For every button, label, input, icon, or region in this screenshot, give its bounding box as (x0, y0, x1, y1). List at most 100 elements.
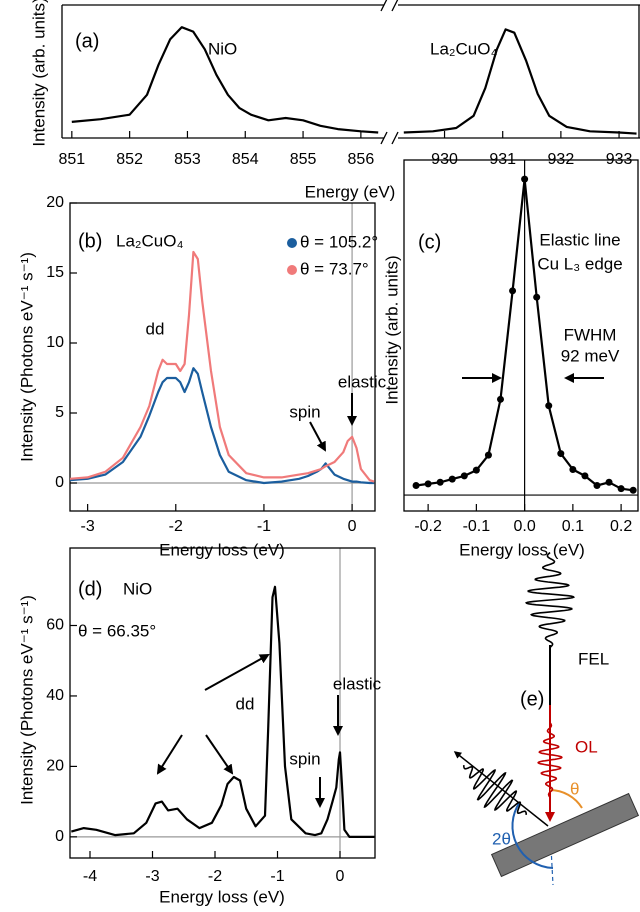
y-tick-label: 20 (46, 194, 64, 211)
diagram: (e) FEL OL θ 2θ (453, 551, 640, 886)
y-axis-label: Intensity (arb. units) (382, 255, 401, 404)
data-point (617, 485, 625, 493)
x-tick-label: 851 (58, 151, 85, 168)
y-axis-label: Intensity (Photons eV⁻¹ s⁻¹) (17, 595, 36, 805)
annotation: spin (289, 749, 320, 768)
x-tick-label: 853 (174, 151, 201, 168)
legend-label: θ = 73.7° (300, 259, 369, 278)
sample (490, 792, 640, 878)
x-tick-label: -3 (145, 868, 159, 885)
wave-packet (537, 722, 563, 798)
annotation: dd (236, 694, 255, 713)
data-point (484, 451, 492, 459)
data-point (629, 486, 637, 494)
legend-marker (287, 238, 297, 248)
scattered-beam (453, 751, 549, 827)
wave-packet (524, 551, 576, 649)
annotation: FWHM (564, 325, 617, 344)
axis-break (391, 0, 399, 12)
annotation: Cu L₃ edge (537, 254, 622, 273)
data-point (496, 395, 504, 403)
beam-label: FEL (578, 649, 609, 668)
series-line (403, 28, 637, 135)
data-point (448, 475, 456, 483)
data-point (593, 481, 601, 489)
axis-break (380, 0, 388, 12)
arrow (156, 734, 183, 775)
angle-label: 2θ (492, 829, 511, 848)
y-tick-label: 40 (46, 687, 64, 704)
y-tick-label: 5 (55, 404, 64, 421)
sample-label: La₂CuO₄ (116, 231, 183, 250)
data-point (460, 472, 468, 480)
y-tick-label: 0 (55, 828, 64, 845)
annotation: Elastic line (539, 230, 620, 249)
annotation: 92 meV (561, 346, 620, 365)
theta-arc (549, 789, 583, 809)
y-tick-label: 20 (46, 758, 64, 775)
data-point (521, 175, 529, 183)
x-tick-label: 855 (290, 151, 317, 168)
data-point (472, 466, 480, 474)
y-axis-label: Intensity (Photons eV⁻¹ s⁻¹) (17, 252, 36, 462)
y-axis-label: Intensity (arb. units) (29, 0, 48, 147)
x-tick-label: -1 (257, 518, 271, 535)
x-tick-label: -1 (270, 868, 284, 885)
x-axis-label: Energy (eV) (305, 182, 396, 201)
data-point (509, 287, 517, 295)
condition-label: θ = 66.35° (78, 621, 156, 640)
x-tick-label: 0.2 (610, 518, 632, 535)
data-point (545, 402, 553, 410)
x-tick-label: 852 (116, 151, 143, 168)
x-tick-label: -2 (169, 518, 183, 535)
annotation: dd (146, 319, 165, 338)
angle-label: θ (570, 779, 579, 798)
plot-frame (403, 159, 639, 512)
series-line (71, 26, 379, 134)
panel-label: (d) (78, 578, 102, 600)
x-tick-label: 0 (336, 868, 345, 885)
data-point (533, 293, 541, 301)
series-label: La₂CuO₄ (430, 39, 497, 58)
two-theta-arc (511, 801, 554, 869)
series-line (69, 250, 375, 483)
x-tick-label: -0.1 (463, 518, 491, 535)
x-tick-label: -2 (208, 868, 222, 885)
plot-frame (69, 202, 376, 512)
data-point (557, 450, 565, 458)
x-axis-label: Energy loss (eV) (159, 887, 285, 906)
x-tick-label: 0 (348, 518, 357, 535)
arrow (204, 654, 270, 691)
panel-label: (c) (418, 231, 441, 253)
x-axis-label: Energy loss (eV) (459, 540, 585, 559)
x-tick-label: -3 (81, 518, 95, 535)
data-point (412, 481, 420, 489)
axis-break (380, 131, 388, 145)
annotation: elastic (338, 372, 387, 391)
x-tick-label: 854 (232, 151, 259, 168)
data-point (581, 472, 589, 480)
x-tick-label: 0.0 (513, 518, 535, 535)
sample-label: NiO (123, 579, 152, 598)
y-tick-label: 0 (55, 474, 64, 491)
x-tick-label: -0.2 (414, 518, 442, 535)
plot-frame (69, 547, 376, 859)
y-tick-label: 15 (46, 264, 64, 281)
annotation: spin (289, 402, 320, 421)
series-line (71, 585, 375, 838)
data-point (436, 478, 444, 486)
x-axis-label: Energy loss (eV) (159, 540, 285, 559)
data-point (605, 478, 613, 486)
y-tick-label: 10 (46, 334, 64, 351)
legend-marker (287, 265, 297, 275)
series-line (69, 367, 375, 485)
legend-label: θ = 105.2° (300, 232, 378, 251)
x-tick-label: 856 (348, 151, 375, 168)
arrow (309, 421, 326, 452)
data-point (569, 466, 577, 474)
series-label: NiO (208, 39, 237, 58)
x-tick-label: 0.1 (562, 518, 584, 535)
wave-packet (462, 764, 528, 816)
axis-break (391, 131, 399, 145)
